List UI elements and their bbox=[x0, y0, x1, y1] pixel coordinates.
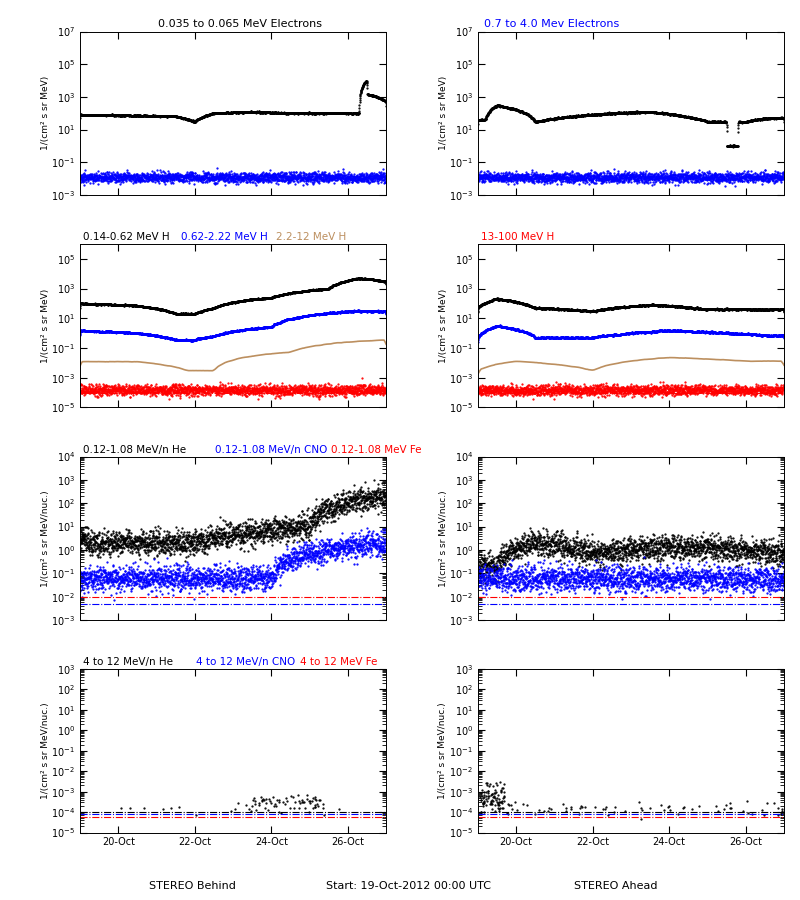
Text: 0.12-1.08 MeV/n He: 0.12-1.08 MeV/n He bbox=[83, 445, 186, 455]
Text: 0.12-1.08 MeV Fe: 0.12-1.08 MeV Fe bbox=[331, 445, 422, 455]
Text: Start: 19-Oct-2012 00:00 UTC: Start: 19-Oct-2012 00:00 UTC bbox=[326, 881, 490, 891]
Text: 0.62-2.22 MeV H: 0.62-2.22 MeV H bbox=[181, 232, 268, 242]
Text: 4 to 12 MeV Fe: 4 to 12 MeV Fe bbox=[300, 657, 378, 668]
Text: 13-100 MeV H: 13-100 MeV H bbox=[481, 232, 554, 242]
Y-axis label: 1/(cm² s sr MeV/nuc.): 1/(cm² s sr MeV/nuc.) bbox=[438, 703, 447, 799]
Y-axis label: 1/(cm² s sr MeV/nuc.): 1/(cm² s sr MeV/nuc.) bbox=[438, 490, 448, 587]
Y-axis label: 1/(cm² s sr MeV): 1/(cm² s sr MeV) bbox=[41, 289, 50, 363]
Text: 0.035 to 0.065 MeV Electrons: 0.035 to 0.065 MeV Electrons bbox=[158, 19, 322, 29]
Y-axis label: 1/(cm² s sr MeV/nuc.): 1/(cm² s sr MeV/nuc.) bbox=[41, 490, 50, 587]
Y-axis label: 1/(cm² s sr MeV/nuc.): 1/(cm² s sr MeV/nuc.) bbox=[41, 703, 50, 799]
Text: STEREO Behind: STEREO Behind bbox=[149, 881, 235, 891]
Y-axis label: 1/(cm² s sr MeV): 1/(cm² s sr MeV) bbox=[41, 76, 50, 150]
Y-axis label: 1/(cm² s sr MeV): 1/(cm² s sr MeV) bbox=[438, 76, 448, 150]
Y-axis label: 1/(cm² s sr MeV): 1/(cm² s sr MeV) bbox=[438, 289, 448, 363]
Text: 4 to 12 MeV/n CNO: 4 to 12 MeV/n CNO bbox=[196, 657, 295, 668]
Text: 2.2-12 MeV H: 2.2-12 MeV H bbox=[276, 232, 346, 242]
Text: 0.14-0.62 MeV H: 0.14-0.62 MeV H bbox=[83, 232, 170, 242]
Text: 0.12-1.08 MeV/n CNO: 0.12-1.08 MeV/n CNO bbox=[214, 445, 327, 455]
Text: 4 to 12 MeV/n He: 4 to 12 MeV/n He bbox=[83, 657, 173, 668]
Text: 0.7 to 4.0 Mev Electrons: 0.7 to 4.0 Mev Electrons bbox=[484, 19, 620, 29]
Text: STEREO Ahead: STEREO Ahead bbox=[574, 881, 658, 891]
